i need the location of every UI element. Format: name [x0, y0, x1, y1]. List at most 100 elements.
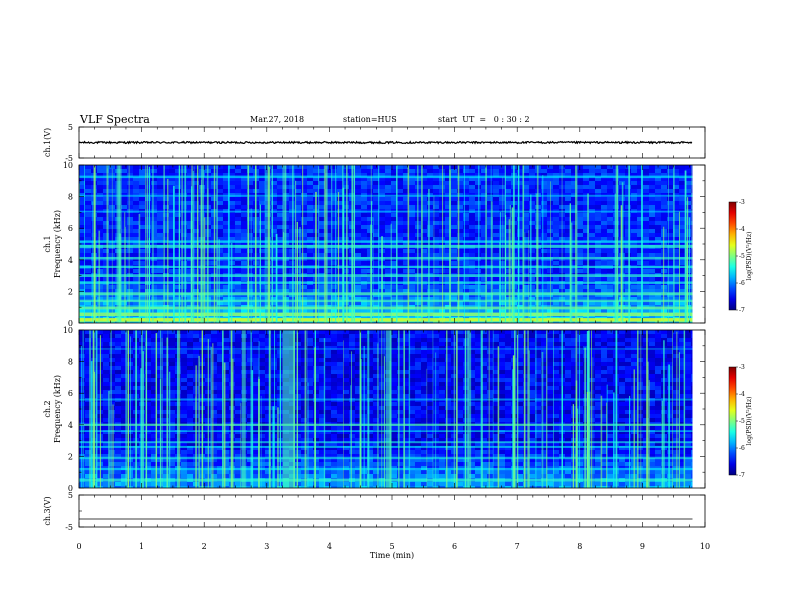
spectrogram-cell	[649, 334, 655, 338]
spectrogram-cell	[601, 197, 607, 201]
spectrogram-cell	[301, 297, 307, 301]
spectrogram-cell	[667, 165, 673, 169]
spectrogram-cell	[619, 165, 625, 169]
spectrogram-cell	[445, 309, 451, 313]
spectrogram-cell	[493, 285, 499, 289]
spectrogram-cell	[301, 342, 307, 346]
spectrogram-cell	[145, 249, 151, 253]
spectrogram-cell	[247, 301, 253, 305]
spectrogram-cell	[187, 225, 193, 229]
spectrogram-cell	[127, 241, 133, 245]
spectrogram-cell	[277, 177, 283, 181]
spectrogram-cell	[319, 321, 325, 323]
spectrogram-cell	[469, 334, 475, 338]
spectrogram-cell	[523, 249, 529, 253]
spectrogram-cell	[301, 205, 307, 209]
spectrogram-cell	[553, 289, 559, 293]
spectrogram-cell	[475, 205, 481, 209]
spectrogram-cell	[157, 213, 163, 217]
spectrogram-cell	[505, 197, 511, 201]
spectrogram-cell	[331, 221, 337, 225]
spectrogram-cell	[271, 342, 277, 346]
spectrogram-cell	[361, 334, 367, 338]
spectrogram-cell	[445, 261, 451, 265]
spectrogram-cell	[241, 237, 247, 241]
spectrogram-cell	[481, 177, 487, 181]
spectrogram-cell	[517, 289, 523, 293]
spectrogram-cell	[109, 346, 115, 350]
spectrogram-cell	[385, 217, 391, 221]
spectrogram-cell	[163, 330, 169, 334]
spectrogram-cell	[205, 330, 211, 334]
spectral-band	[79, 265, 693, 269]
spectrogram-cell	[541, 185, 547, 189]
spectrogram-cell	[673, 330, 679, 334]
spectrogram-cell	[151, 221, 157, 225]
spectrogram-cell	[469, 169, 475, 173]
spectrogram-cell	[469, 197, 475, 201]
spectrogram-cell	[583, 213, 589, 217]
spectrogram-cell	[121, 185, 127, 189]
spectrogram-cell	[523, 229, 529, 233]
spectrogram-cell	[439, 201, 445, 205]
y-axis-label: Frequency (kHz)	[53, 210, 62, 278]
spectrogram-cell	[433, 181, 439, 185]
spectrogram-cell	[235, 346, 241, 350]
spectrogram-cell	[439, 241, 445, 245]
spectrogram-cell	[79, 237, 85, 241]
spectrogram-cell	[247, 233, 253, 237]
spectrogram-cell	[667, 169, 673, 173]
spectrogram-cell	[433, 165, 439, 169]
spectrogram-cell	[475, 169, 481, 173]
spectrogram-cell	[565, 249, 571, 253]
spectrogram-cell	[169, 213, 175, 217]
spectrogram-cell	[685, 169, 691, 173]
spectrogram-cell	[319, 334, 325, 338]
spectrogram-cell	[427, 334, 433, 338]
spectrogram-cell	[223, 221, 229, 225]
spectrogram-cell	[673, 297, 679, 301]
spectrogram-cell	[679, 225, 685, 229]
spectrogram-cell	[445, 185, 451, 189]
spectrogram-cell	[259, 177, 265, 181]
spectrogram-cell	[367, 173, 373, 177]
spectrogram-cell	[79, 321, 85, 323]
spectrogram-cell	[397, 253, 403, 257]
spectrogram-cell	[181, 177, 187, 181]
spectrogram-cell	[553, 189, 559, 193]
spectrogram-cell	[403, 297, 409, 301]
spectrogram-cell	[223, 205, 229, 209]
spectrogram-cell	[667, 309, 673, 313]
spectrogram-cell	[541, 181, 547, 185]
spectrogram-cell	[547, 277, 553, 281]
spectrogram-cell	[127, 338, 133, 342]
spectrogram-cell	[505, 229, 511, 233]
spectrogram-cell	[355, 213, 361, 217]
spectrogram-cell	[499, 237, 505, 241]
spectrogram-cell	[277, 173, 283, 177]
spectrogram-cell	[433, 217, 439, 221]
spectrogram-cell	[661, 177, 667, 181]
spectrogram-cell	[499, 342, 505, 346]
spectrogram-cell	[181, 237, 187, 241]
spectrogram-cell	[157, 181, 163, 185]
spectrogram-cell	[337, 334, 343, 338]
spectrogram-cell	[313, 189, 319, 193]
spectrogram-cell	[151, 269, 157, 273]
y-tick-label: 6	[68, 224, 73, 233]
spectrogram-cell	[433, 205, 439, 209]
spectrogram-cell	[523, 261, 529, 265]
spectrogram-cell	[319, 342, 325, 346]
spectrogram-cell	[139, 309, 145, 313]
spectrogram-cell	[517, 229, 523, 233]
spectrogram-cell	[439, 185, 445, 189]
spectrogram-cell	[391, 197, 397, 201]
spectrogram-cell	[445, 338, 451, 342]
spectrogram-cell	[583, 169, 589, 173]
spectrogram-cell	[529, 201, 535, 205]
spectrogram-cell	[127, 346, 133, 350]
spectrogram-cell	[553, 285, 559, 289]
spectrogram-cell	[325, 225, 331, 229]
spectrogram-cell	[355, 342, 361, 346]
spectrogram-cell	[271, 221, 277, 225]
